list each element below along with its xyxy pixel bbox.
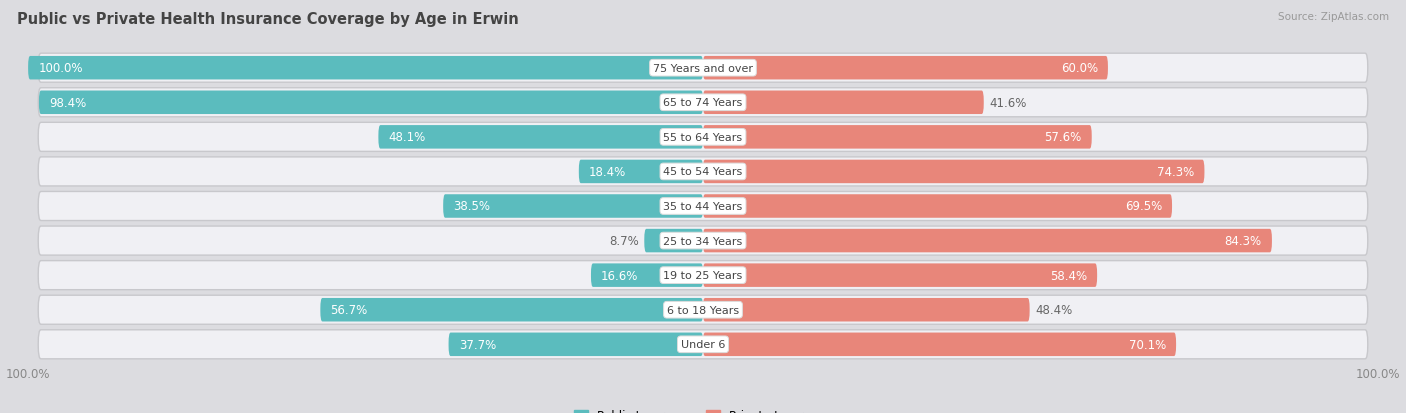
Text: 19 to 25 Years: 19 to 25 Years xyxy=(664,271,742,280)
Text: 100.0%: 100.0% xyxy=(38,62,83,75)
Text: 75 Years and over: 75 Years and over xyxy=(652,64,754,74)
Text: 16.6%: 16.6% xyxy=(602,269,638,282)
FancyBboxPatch shape xyxy=(703,264,1097,287)
Text: 60.0%: 60.0% xyxy=(1060,62,1098,75)
FancyBboxPatch shape xyxy=(38,295,1368,325)
FancyBboxPatch shape xyxy=(38,226,1368,256)
FancyBboxPatch shape xyxy=(378,126,703,149)
FancyBboxPatch shape xyxy=(28,57,703,80)
FancyBboxPatch shape xyxy=(39,91,703,115)
FancyBboxPatch shape xyxy=(449,333,703,356)
Text: 84.3%: 84.3% xyxy=(1225,235,1261,247)
FancyBboxPatch shape xyxy=(38,157,1368,187)
FancyBboxPatch shape xyxy=(321,298,703,322)
Text: Source: ZipAtlas.com: Source: ZipAtlas.com xyxy=(1278,12,1389,22)
Text: 38.5%: 38.5% xyxy=(453,200,491,213)
FancyBboxPatch shape xyxy=(703,126,1091,149)
FancyBboxPatch shape xyxy=(703,195,1173,218)
Text: 41.6%: 41.6% xyxy=(990,97,1026,109)
FancyBboxPatch shape xyxy=(703,229,1272,253)
Text: 74.3%: 74.3% xyxy=(1157,166,1194,178)
Text: 70.1%: 70.1% xyxy=(1129,338,1166,351)
FancyBboxPatch shape xyxy=(38,54,1368,83)
FancyBboxPatch shape xyxy=(38,123,1368,152)
Text: 6 to 18 Years: 6 to 18 Years xyxy=(666,305,740,315)
Text: 57.6%: 57.6% xyxy=(1045,131,1081,144)
Text: Public vs Private Health Insurance Coverage by Age in Erwin: Public vs Private Health Insurance Cover… xyxy=(17,12,519,27)
FancyBboxPatch shape xyxy=(38,330,1368,359)
Text: Under 6: Under 6 xyxy=(681,339,725,349)
FancyBboxPatch shape xyxy=(703,91,984,115)
FancyBboxPatch shape xyxy=(703,333,1175,356)
FancyBboxPatch shape xyxy=(703,160,1205,184)
Text: 56.7%: 56.7% xyxy=(330,304,368,316)
Text: 18.4%: 18.4% xyxy=(589,166,626,178)
Text: 48.1%: 48.1% xyxy=(388,131,426,144)
Text: 69.5%: 69.5% xyxy=(1125,200,1161,213)
Text: 48.4%: 48.4% xyxy=(1035,304,1073,316)
Text: 25 to 34 Years: 25 to 34 Years xyxy=(664,236,742,246)
Text: 65 to 74 Years: 65 to 74 Years xyxy=(664,98,742,108)
Text: 35 to 44 Years: 35 to 44 Years xyxy=(664,202,742,211)
FancyBboxPatch shape xyxy=(38,261,1368,290)
FancyBboxPatch shape xyxy=(38,88,1368,118)
Text: 45 to 54 Years: 45 to 54 Years xyxy=(664,167,742,177)
FancyBboxPatch shape xyxy=(703,57,1108,80)
Text: 37.7%: 37.7% xyxy=(458,338,496,351)
FancyBboxPatch shape xyxy=(38,192,1368,221)
Text: 55 to 64 Years: 55 to 64 Years xyxy=(664,133,742,142)
Text: 8.7%: 8.7% xyxy=(609,235,638,247)
Text: 58.4%: 58.4% xyxy=(1050,269,1087,282)
FancyBboxPatch shape xyxy=(579,160,703,184)
FancyBboxPatch shape xyxy=(443,195,703,218)
Text: 98.4%: 98.4% xyxy=(49,97,86,109)
FancyBboxPatch shape xyxy=(591,264,703,287)
Legend: Public Insurance, Private Insurance: Public Insurance, Private Insurance xyxy=(569,404,837,413)
FancyBboxPatch shape xyxy=(703,298,1029,322)
FancyBboxPatch shape xyxy=(644,229,703,253)
